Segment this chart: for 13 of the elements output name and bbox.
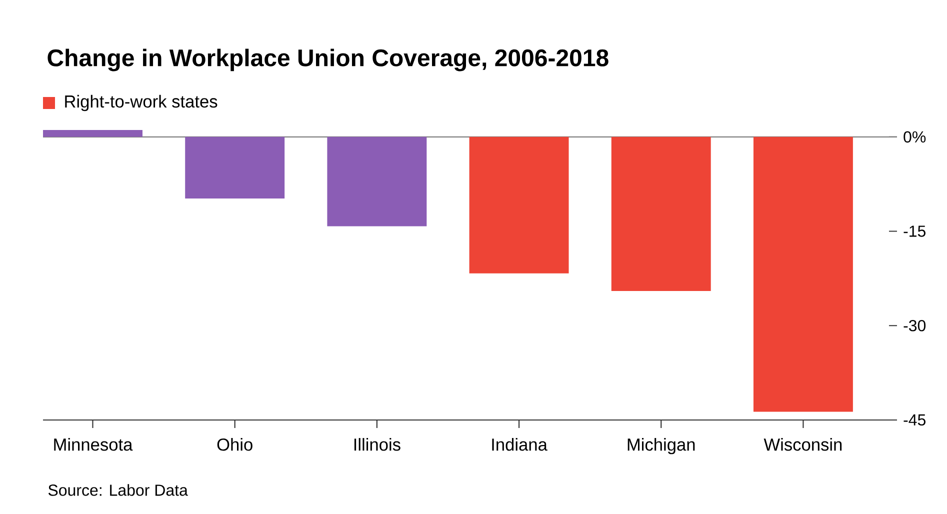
y-tick-label: 0% <box>904 131 926 143</box>
x-tick-label: Indiana <box>492 438 548 451</box>
x-tick-label: Ohio <box>217 438 252 451</box>
x-tick-label: Wisconsin <box>764 438 842 451</box>
y-tick-label: -45 <box>904 414 926 426</box>
x-tick-label: Illinois <box>354 438 400 451</box>
y-tick-label: -15 <box>904 226 926 237</box>
x-tick-label: Michigan <box>628 438 695 454</box>
x-tick-label: Minnesota <box>54 438 133 451</box>
chart-title: Change in Workplace Union Coverage, 2006-2018 <box>48 48 608 72</box>
source-note: Source: Labor Data <box>48 484 188 496</box>
y-tick-label: -30 <box>904 320 926 332</box>
legend-label: Right-to-work states <box>65 94 218 112</box>
